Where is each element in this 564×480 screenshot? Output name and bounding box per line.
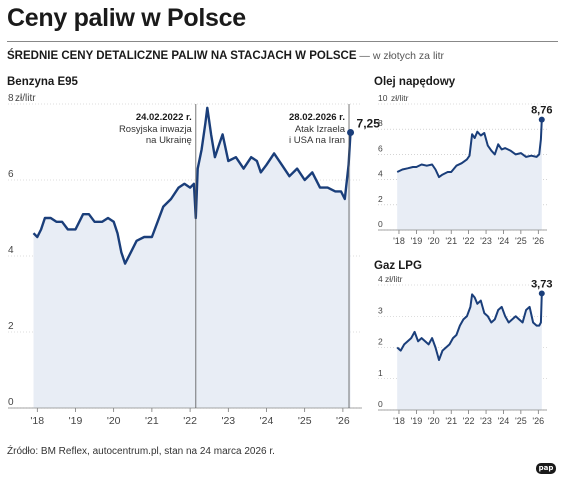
annotation-text-0-0: Rosyjska inwazja (119, 124, 193, 135)
end-value-label-olej: 8,76 (531, 105, 552, 117)
y-tick-label-lpg-0: 0 (378, 399, 383, 409)
x-tick-label-lpg-2026: '26 (532, 416, 544, 426)
x-tick-label-benzyna-2018: '18 (30, 415, 44, 427)
y-tick-label-benzyna-8: 8 (8, 93, 14, 104)
x-tick-label-lpg-2018: '18 (393, 416, 405, 426)
end-value-label-lpg: 3,73 (531, 278, 552, 290)
x-tick-label-olej-2024: '24 (498, 236, 510, 246)
end-point-lpg (538, 290, 545, 297)
y-unit-label-lpg: zł/litr (385, 274, 403, 284)
x-tick-label-olej-2018: '18 (393, 236, 405, 246)
y-tick-label-olej-10: 10 (378, 93, 388, 103)
x-tick-label-benzyna-2021: '21 (145, 415, 159, 427)
x-tick-label-olej-2026: '26 (532, 236, 544, 246)
x-tick-label-benzyna-2024: '24 (260, 415, 274, 427)
subtitle-main: ŚREDNIE CENY DETALICZNE PALIW NA STACJAC… (7, 50, 357, 62)
y-tick-label-benzyna-4: 4 (8, 245, 14, 256)
x-tick-label-olej-2023: '23 (480, 236, 492, 246)
x-tick-label-lpg-2020: '20 (428, 416, 440, 426)
x-tick-label-benzyna-2026: '26 (336, 415, 350, 427)
annotation-date-0: 24.02.2022 r. (136, 112, 192, 123)
y-tick-label-lpg-2: 2 (378, 337, 383, 347)
end-point-benzyna (347, 129, 355, 136)
y-tick-label-lpg-4: 4 (378, 274, 383, 284)
x-tick-label-benzyna-2025: '25 (298, 415, 312, 427)
y-tick-label-olej-0: 0 (378, 219, 383, 229)
chart-olej: 0 2 4 6 8 10 zł/litr '18 '19 '20 '21 '22 '23 '24 '25 '… (378, 93, 552, 246)
y-tick-label-benzyna-6: 6 (8, 169, 14, 180)
series-line-benzyna (32, 106, 352, 265)
source-note: Źródło: BM Reflex, autocentrum.pl, stan … (7, 446, 275, 457)
subtitle-unit: — w złotych za litr (356, 50, 445, 62)
page-subtitle: ŚREDNIE CENY DETALICZNE PALIW NA STACJAC… (7, 50, 444, 62)
y-tick-label-lpg-3: 3 (378, 305, 383, 315)
series-line-olej (396, 119, 543, 179)
annotation-text-1-1: i USA na Iran (289, 135, 345, 146)
x-tick-label-lpg-2025: '25 (515, 416, 527, 426)
x-tick-label-lpg-2022: '22 (463, 416, 475, 426)
chart-lpg: 0 1 2 3 4 zł/litr '18 '19 '20 '21 '22 '23 '24 '25 '26… (378, 274, 552, 426)
x-tick-label-olej-2020: '20 (428, 236, 440, 246)
annotation-date-1: 28.02.2026 r. (289, 112, 345, 123)
x-tick-label-lpg-2024: '24 (498, 416, 510, 426)
series-area-lpg (397, 293, 542, 410)
annotation-text-1-0: Atak Izraela (295, 124, 346, 135)
series-area-olej (397, 119, 542, 230)
x-tick-label-benzyna-2022: '22 (183, 415, 197, 427)
end-point-olej (538, 116, 545, 123)
series-line-lpg (396, 293, 543, 361)
pap-logo: pap (536, 463, 556, 474)
y-tick-label-lpg-1: 1 (378, 368, 383, 378)
x-tick-label-lpg-2019: '19 (411, 416, 423, 426)
x-tick-label-olej-2021: '21 (445, 236, 457, 246)
x-tick-label-olej-2025: '25 (515, 236, 527, 246)
annotation-text-0-1: na Ukrainę (146, 135, 192, 146)
x-tick-label-olej-2022: '22 (463, 236, 475, 246)
panel-title-olej: Olej napędowy (374, 76, 456, 88)
panel-title-lpg: Gaz LPG (374, 260, 422, 272)
x-tick-label-lpg-2021: '21 (445, 416, 457, 426)
x-tick-label-benzyna-2023: '23 (221, 415, 235, 427)
x-tick-label-benzyna-2019: '19 (69, 415, 83, 427)
y-tick-label-olej-6: 6 (378, 143, 383, 153)
x-tick-label-benzyna-2020: '20 (107, 415, 121, 427)
title-divider (7, 41, 558, 42)
y-unit-label-olej: zł/litr (391, 93, 409, 103)
y-tick-label-olej-4: 4 (378, 169, 383, 179)
x-tick-label-olej-2019: '19 (411, 236, 423, 246)
end-value-label-benzyna: 7,25 (357, 117, 381, 131)
y-tick-label-olej-2: 2 (378, 194, 383, 204)
y-unit-label-benzyna: zł/litr (15, 93, 36, 104)
panel-title-benzyna: Benzyna E95 (7, 76, 78, 88)
y-tick-label-olej-8: 8 (378, 118, 383, 128)
chart-benzyna: 0 2 4 6 8 zł/litr '18 '19 '20 '21 '22 '23 '24 '25 '26… (8, 93, 380, 427)
page-title: Ceny paliw w Polsce (7, 4, 246, 32)
series-area-benzyna (33, 107, 351, 409)
y-tick-label-benzyna-2: 2 (8, 321, 14, 332)
y-tick-label-benzyna-0: 0 (8, 397, 14, 408)
x-tick-label-lpg-2023: '23 (480, 416, 492, 426)
